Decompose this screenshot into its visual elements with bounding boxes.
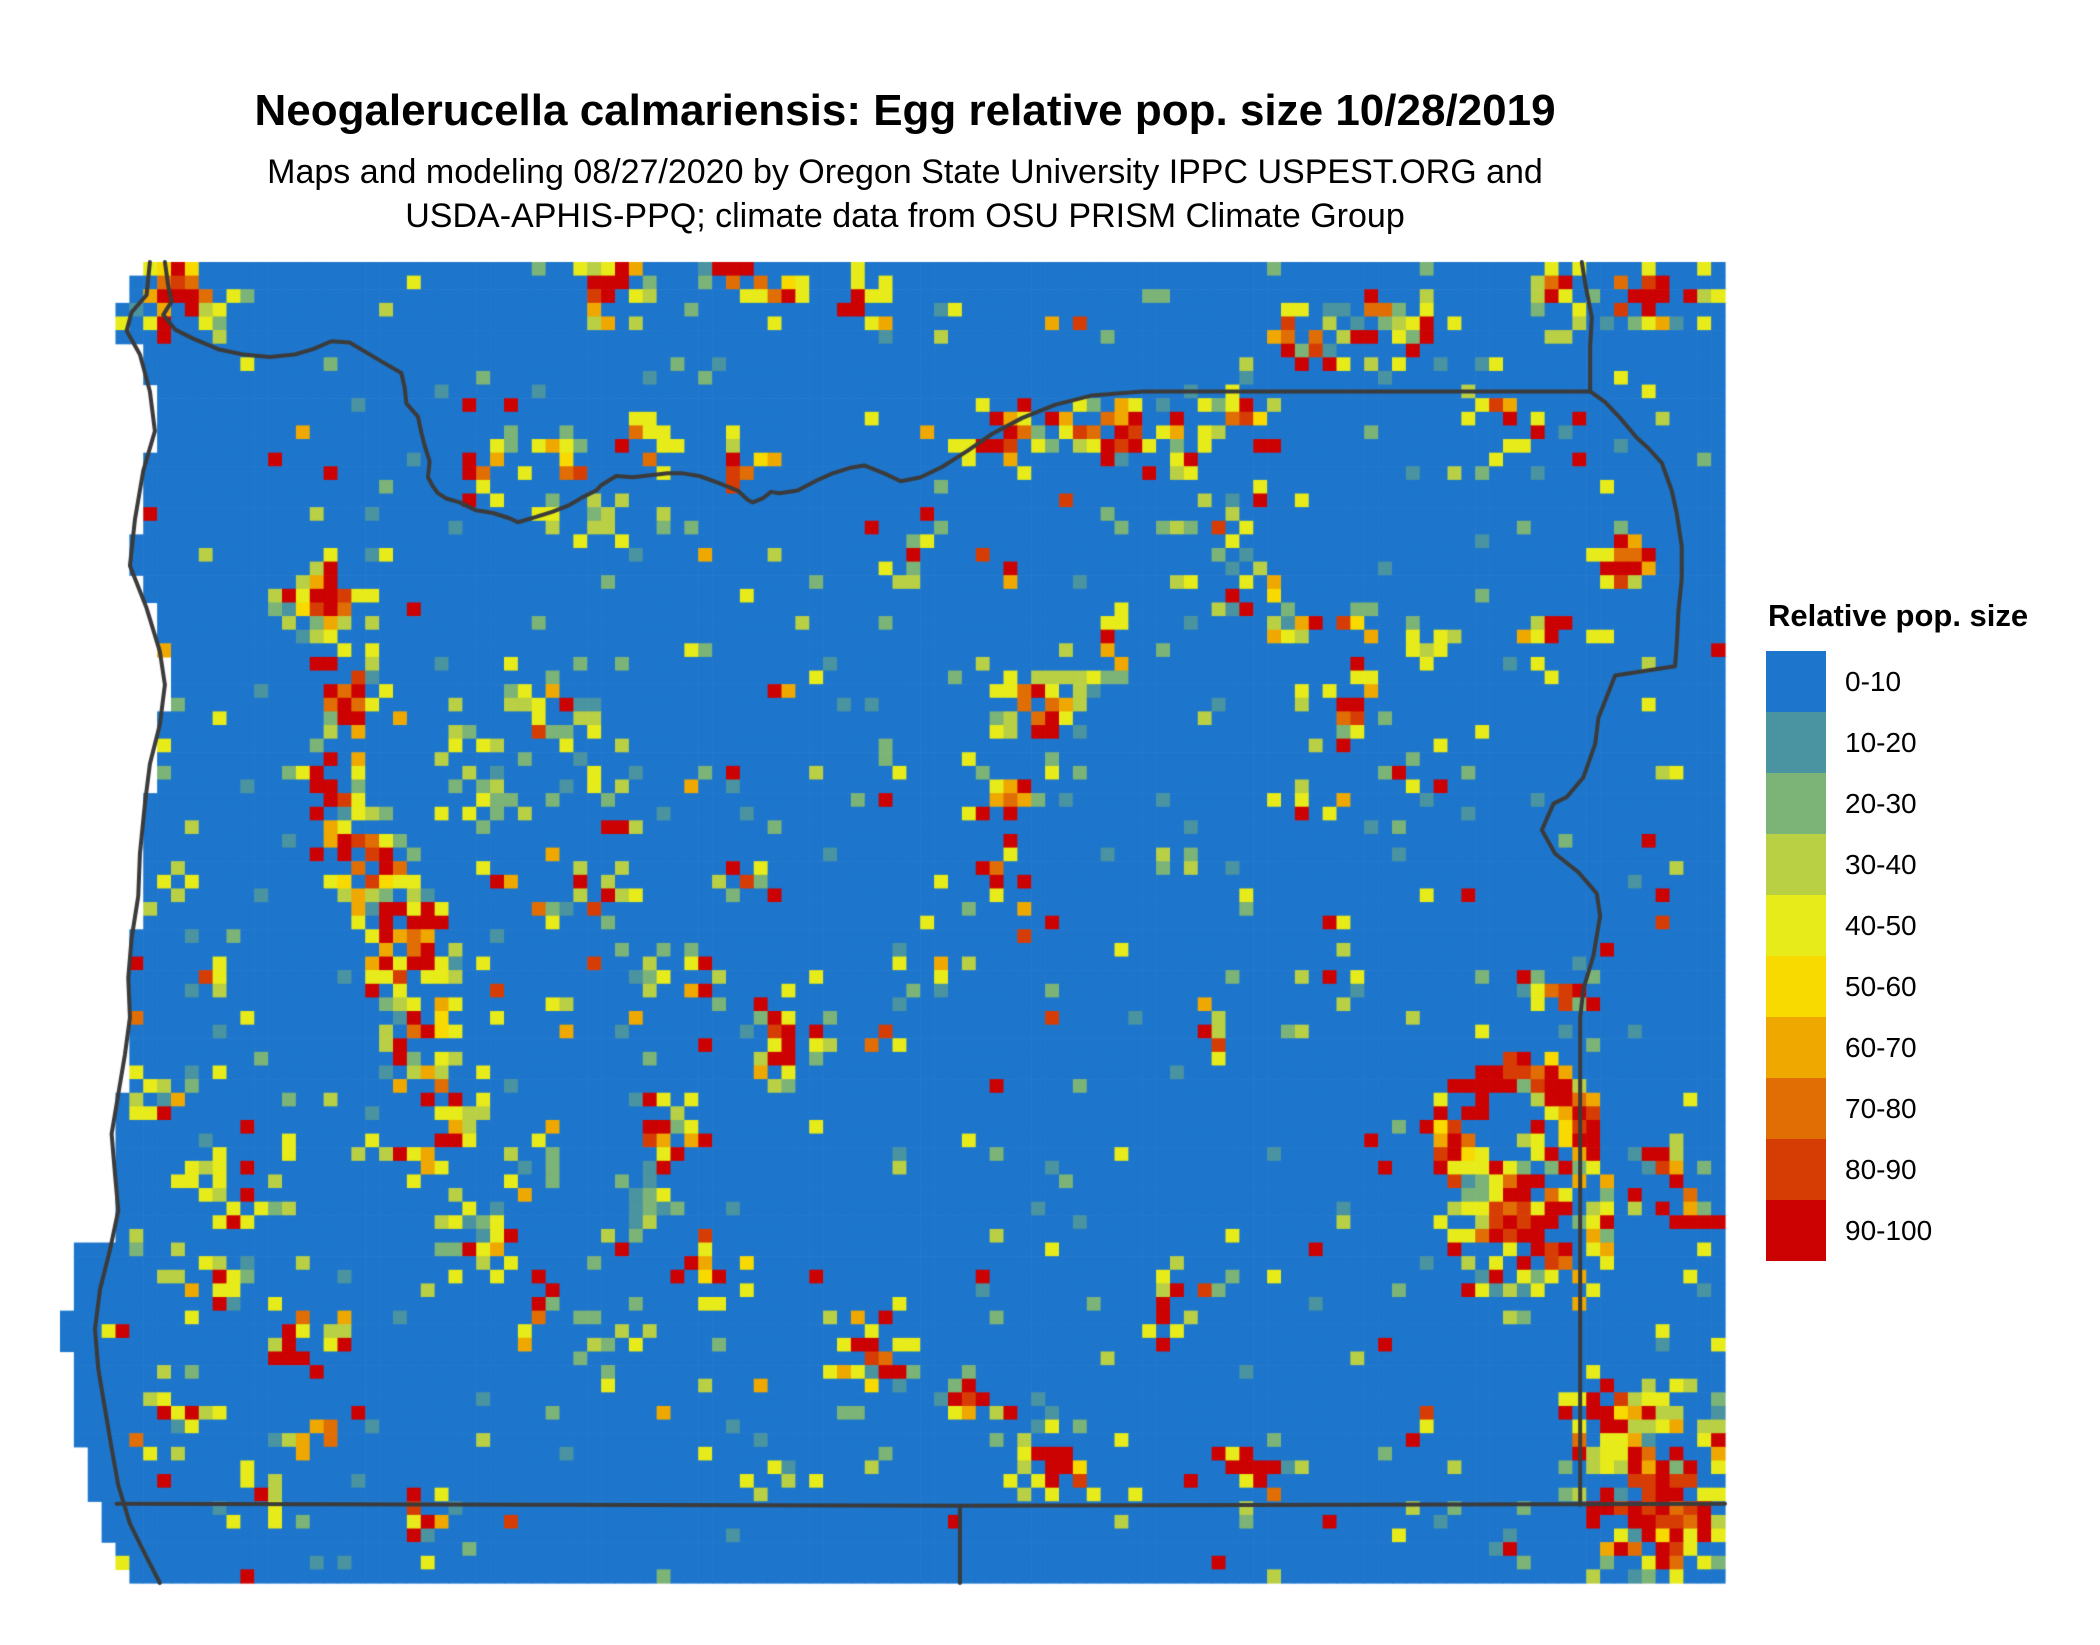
legend-item-label: 20-30 <box>1845 787 1917 819</box>
legend-item: 40-50 <box>1766 895 2028 956</box>
legend-swatch <box>1766 1017 1826 1078</box>
legend-swatch <box>1766 1078 1826 1139</box>
legend-swatch <box>1766 651 1826 712</box>
legend-item: 30-40 <box>1766 834 2028 895</box>
legend-swatch <box>1766 1139 1826 1200</box>
figure-subtitle-line1: Maps and modeling 08/27/2020 by Oregon S… <box>267 153 1543 191</box>
legend-swatch <box>1766 773 1826 834</box>
legend-item-label: 0-10 <box>1845 665 1902 697</box>
legend-item-label: 80-90 <box>1845 1153 1917 1185</box>
legend-item: 20-30 <box>1766 773 2028 834</box>
legend-item: 70-80 <box>1766 1078 2028 1139</box>
figure-subtitle-line2: USDA-APHIS-PPQ; climate data from OSU PR… <box>405 197 1405 235</box>
legend-item-label: 30-40 <box>1845 848 1917 880</box>
legend: Relative pop. size 0-10 10-20 20-30 30-40 40… <box>1766 598 2028 1261</box>
legend-item-label: 50-60 <box>1845 970 1917 1002</box>
legend-item: 50-60 <box>1766 956 2028 1017</box>
legend-item-label: 90-100 <box>1845 1214 1933 1246</box>
legend-item: 10-20 <box>1766 712 2028 773</box>
legend-items: 0-10 10-20 20-30 30-40 40-50 50-60 60-70 70-80 8… <box>1766 651 2028 1261</box>
legend-title: Relative pop. size <box>1768 598 2029 633</box>
legend-swatch <box>1766 895 1826 956</box>
legend-item-label: 40-50 <box>1845 909 1917 941</box>
legend-item: 60-70 <box>1766 1017 2028 1078</box>
figure-header: Neogalerucella calmariensis: Egg relativ… <box>0 86 1810 238</box>
legend-item-label: 70-80 <box>1845 1092 1917 1124</box>
legend-item-label: 10-20 <box>1845 726 1917 758</box>
legend-item: 90-100 <box>1766 1200 2028 1261</box>
legend-swatch <box>1766 1200 1826 1261</box>
legend-swatch <box>1766 834 1826 895</box>
figure-title: Neogalerucella calmariensis: Egg relativ… <box>254 86 1556 135</box>
legend-swatch <box>1766 956 1826 1017</box>
legend-item-label: 60-70 <box>1845 1031 1917 1063</box>
legend-item: 0-10 <box>1766 651 2028 712</box>
legend-swatch <box>1766 712 1826 773</box>
legend-item: 80-90 <box>1766 1139 2028 1200</box>
figure-subtitle: Maps and modeling 08/27/2020 by Oregon S… <box>0 150 1810 238</box>
